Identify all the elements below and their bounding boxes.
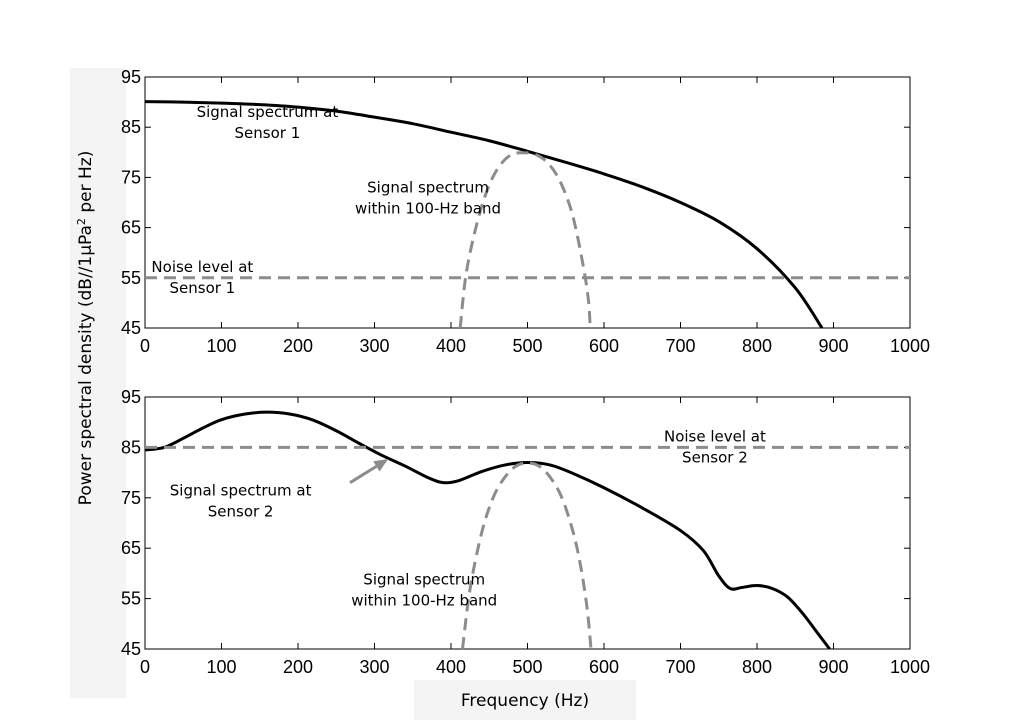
x-tick-label: 100 (206, 657, 236, 677)
band-spectrum-dashed-line (458, 151, 592, 328)
x-tick-label: 1000 (890, 657, 930, 677)
ylabel-backdrop (70, 68, 126, 698)
y-tick-label: 95 (121, 67, 141, 87)
annotation-label: Signal spectrum at Sensor 2 (170, 481, 312, 520)
x-tick-label: 500 (512, 336, 542, 356)
x-tick-label: 600 (589, 657, 619, 677)
y-tick-label: 85 (121, 117, 141, 137)
xlabel-backdrop (414, 680, 636, 720)
x-tick-label: 0 (140, 657, 150, 677)
x-tick-label: 600 (589, 336, 619, 356)
annotation-line: within 100-Hz band (351, 591, 497, 609)
y-tick-label: 85 (121, 437, 141, 457)
annotation-line: Signal spectrum (363, 570, 485, 588)
x-tick-label: 800 (742, 657, 772, 677)
x-tick-label: 300 (359, 657, 389, 677)
annotation-label: Signal spectrum at Sensor 1 (197, 103, 339, 142)
annotation-line: Sensor 1 (170, 279, 236, 297)
y-tick-label: 45 (121, 639, 141, 659)
annotation-line: Sensor 2 (682, 448, 748, 466)
pointer-arrow-head (373, 459, 389, 472)
band-spectrum-dashed-line (460, 461, 593, 649)
annotation-line: Signal spectrum at (197, 103, 339, 121)
y-axis-label-main: Power spectral density (dB//1μPa (76, 225, 96, 505)
x-tick-label: 900 (818, 657, 848, 677)
y-axis-label-tail: per Hz) (76, 151, 96, 218)
y-tick-label: 95 (121, 387, 141, 407)
annotation-line: Sensor 1 (235, 124, 301, 142)
annotation-label: Signal spectrum within 100-Hz band (351, 570, 497, 609)
x-axis-label: Frequency (Hz) (461, 691, 589, 711)
bottom-panel-sensor-2: 0 100 200 300 400 500 600 700 800 900 1000 45 55 65 75… (121, 387, 930, 677)
x-tick-label: 700 (665, 657, 695, 677)
annotation-label: Noise level at Sensor 1 (151, 258, 253, 297)
y-tick-label: 75 (121, 488, 141, 508)
x-tick-label: 400 (436, 336, 466, 356)
x-tick-label: 400 (436, 657, 466, 677)
annotation-line: within 100-Hz band (355, 199, 501, 217)
signal-spectrum-line (145, 100, 824, 328)
annotation-line: Noise level at (664, 427, 766, 445)
y-tick-label: 65 (121, 538, 141, 558)
y-tick-label: 75 (121, 167, 141, 187)
x-tick-label: 300 (359, 336, 389, 356)
y-tick-label: 65 (121, 218, 141, 238)
annotation-line: Signal spectrum (367, 178, 489, 196)
x-tick-label: 0 (140, 336, 150, 356)
x-tick-label: 200 (283, 657, 313, 677)
x-tick-label: 700 (665, 336, 695, 356)
annotation-line: Noise level at (151, 258, 253, 276)
axes-frame (144, 396, 911, 650)
y-tick-label: 45 (121, 318, 141, 338)
annotation-line: Signal spectrum at (170, 481, 312, 499)
x-tick-label: 100 (206, 336, 236, 356)
signal-spectrum-line (145, 410, 831, 649)
pointer-arrow-shaft (349, 465, 378, 484)
annotation-line: Sensor 2 (208, 502, 274, 520)
x-tick-label: 500 (512, 657, 542, 677)
x-tick-label: 200 (283, 336, 313, 356)
top-panel-sensor-1: 0 100 200 300 400 500 600 700 800 900 1000 45 55 65 75… (121, 67, 930, 356)
y-tick-label: 55 (121, 589, 141, 609)
x-tick-label: 1000 (890, 336, 930, 356)
x-tick-label: 900 (818, 336, 848, 356)
x-tick-label: 800 (742, 336, 772, 356)
y-tick-label: 55 (121, 268, 141, 288)
annotation-label: Signal spectrum within 100-Hz band (355, 178, 501, 217)
y-axis-label-superscript: 2 (75, 218, 88, 225)
annotation-label: Noise level at Sensor 2 (664, 427, 766, 466)
y-axis-label: Power spectral density (dB//1μPa2 per Hz… (75, 151, 97, 506)
